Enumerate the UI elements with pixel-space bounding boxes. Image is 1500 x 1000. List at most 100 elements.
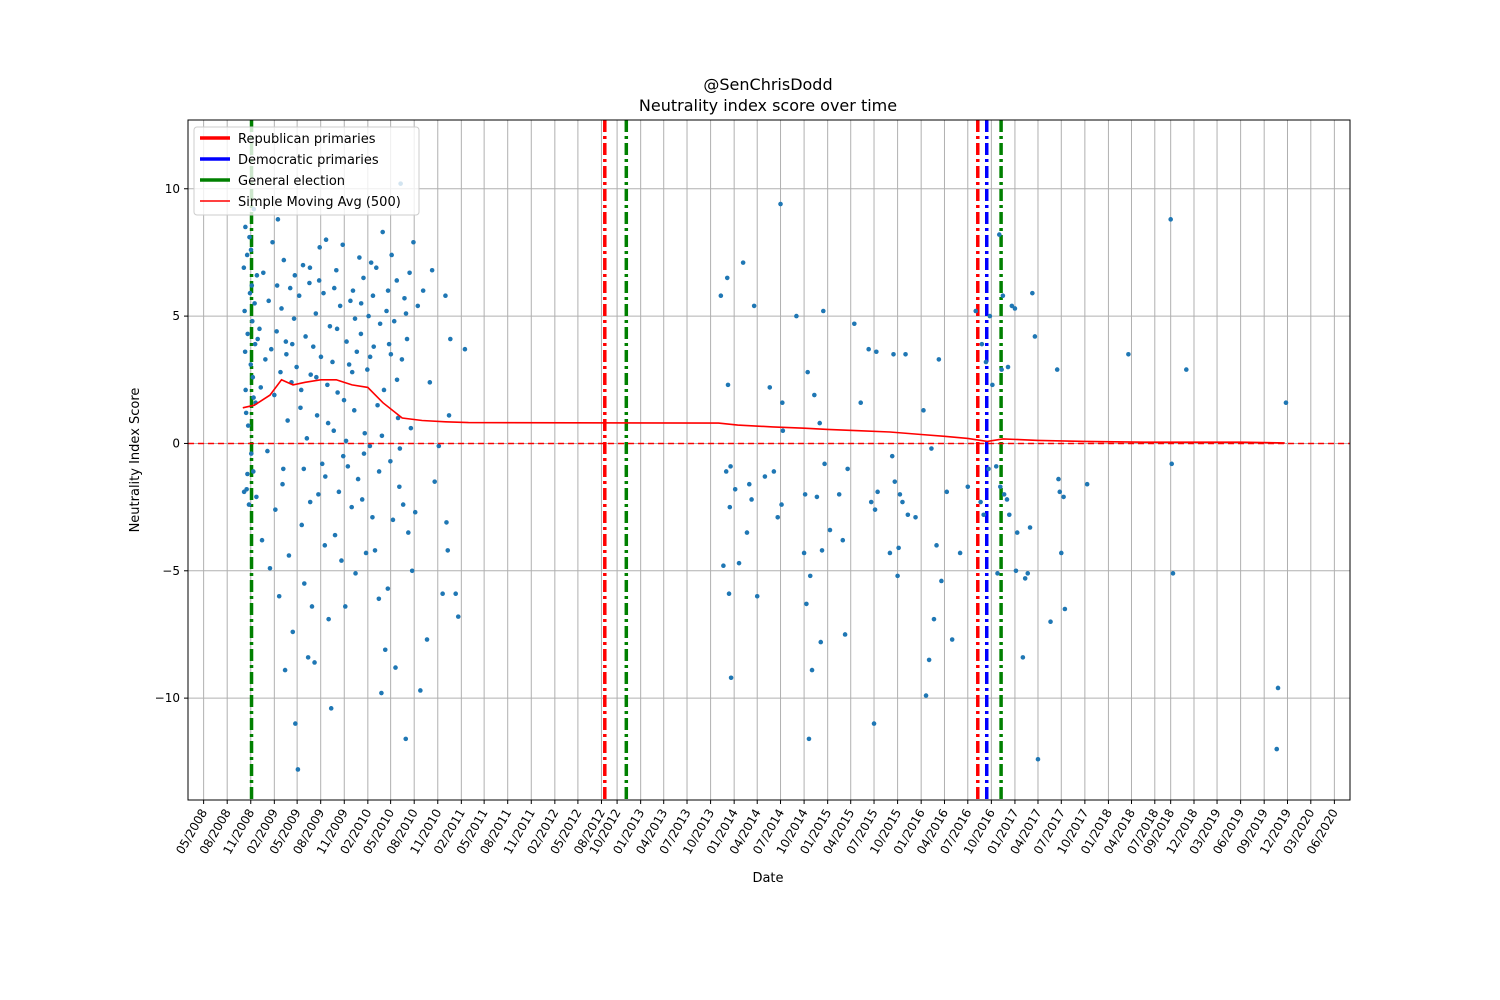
data-point — [249, 318, 255, 324]
data-point — [418, 688, 423, 693]
data-point — [251, 395, 256, 400]
election-lines — [249, 120, 1003, 800]
data-point — [721, 563, 726, 568]
data-point — [327, 323, 333, 329]
y-tick-label: −10 — [155, 691, 180, 705]
chart-subtitle: Neutrality index score over time — [639, 96, 897, 115]
data-point — [1032, 334, 1038, 339]
data-point — [1027, 525, 1033, 530]
data-point — [1022, 576, 1028, 581]
data-point — [290, 629, 296, 635]
data-point — [929, 446, 934, 451]
data-point — [357, 255, 362, 260]
legend-label: Democratic primaries — [238, 153, 379, 168]
data-point — [432, 479, 437, 484]
data-point — [402, 295, 407, 301]
data-point — [379, 690, 384, 696]
data-point — [334, 267, 339, 273]
data-point — [845, 466, 850, 472]
data-point — [429, 267, 435, 273]
data-point — [266, 298, 271, 304]
legend-label: Republican primaries — [238, 132, 376, 147]
data-point — [354, 349, 360, 355]
data-point — [866, 346, 871, 352]
data-point — [875, 489, 880, 495]
data-point — [903, 352, 908, 357]
data-point — [1057, 489, 1063, 495]
data-point — [352, 316, 358, 321]
data-point — [1170, 571, 1176, 576]
legend-box — [193, 126, 420, 216]
data-point — [355, 476, 361, 482]
data-point — [891, 352, 896, 357]
data-point — [420, 288, 426, 293]
data-point — [436, 443, 442, 449]
data-point — [394, 278, 400, 283]
data-point — [1006, 512, 1012, 518]
data-point — [307, 280, 312, 286]
data-point — [874, 349, 879, 355]
data-point — [243, 387, 248, 393]
data-point — [388, 352, 394, 357]
data-point — [404, 336, 410, 342]
data-point — [1054, 367, 1060, 372]
data-point — [331, 285, 337, 291]
data-point — [261, 270, 266, 276]
data-point — [385, 586, 391, 591]
data-point — [254, 273, 260, 278]
data-point — [412, 509, 418, 515]
data-point — [1126, 352, 1131, 357]
data-point — [744, 530, 750, 535]
data-point — [310, 344, 316, 349]
data-point — [393, 665, 398, 670]
data-point — [779, 502, 784, 507]
data-point — [241, 489, 247, 495]
data-point — [794, 313, 799, 319]
data-point — [887, 550, 893, 556]
data-point — [344, 339, 349, 344]
legend-label: General election — [238, 174, 345, 189]
data-point — [376, 596, 382, 602]
data-point — [351, 408, 357, 413]
data-point — [1014, 530, 1020, 535]
data-point — [736, 560, 742, 566]
data-point — [923, 693, 929, 698]
data-point — [316, 278, 322, 283]
data-point — [322, 543, 328, 548]
data-point — [314, 374, 319, 380]
data-point — [388, 458, 393, 464]
data-point — [385, 288, 391, 293]
data-point — [990, 382, 995, 388]
data-point — [1000, 293, 1006, 299]
data-point — [380, 229, 385, 235]
data-point — [323, 237, 329, 243]
data-point — [353, 571, 358, 576]
data-point — [249, 283, 255, 288]
data-point — [278, 369, 283, 375]
data-point — [400, 502, 406, 507]
data-point — [749, 497, 754, 502]
data-point — [727, 504, 733, 510]
data-point — [424, 637, 430, 642]
data-point — [987, 313, 993, 319]
data-point — [778, 201, 783, 207]
data-point — [1184, 367, 1189, 372]
data-point — [391, 318, 397, 324]
data-point — [871, 721, 877, 726]
y-axis-ticks: −10 −5 0 5 10 — [155, 182, 188, 705]
data-point — [280, 466, 286, 472]
data-point — [292, 273, 298, 278]
data-point — [386, 341, 392, 347]
data-point — [349, 504, 354, 510]
data-point — [293, 721, 298, 726]
data-point — [771, 469, 777, 474]
data-point — [268, 346, 274, 352]
data-point — [289, 341, 295, 347]
data-point — [762, 474, 768, 479]
data-point — [363, 550, 369, 556]
data-point — [299, 522, 305, 528]
data-point — [259, 537, 265, 543]
data-point — [1013, 568, 1019, 574]
data-point — [453, 591, 459, 597]
